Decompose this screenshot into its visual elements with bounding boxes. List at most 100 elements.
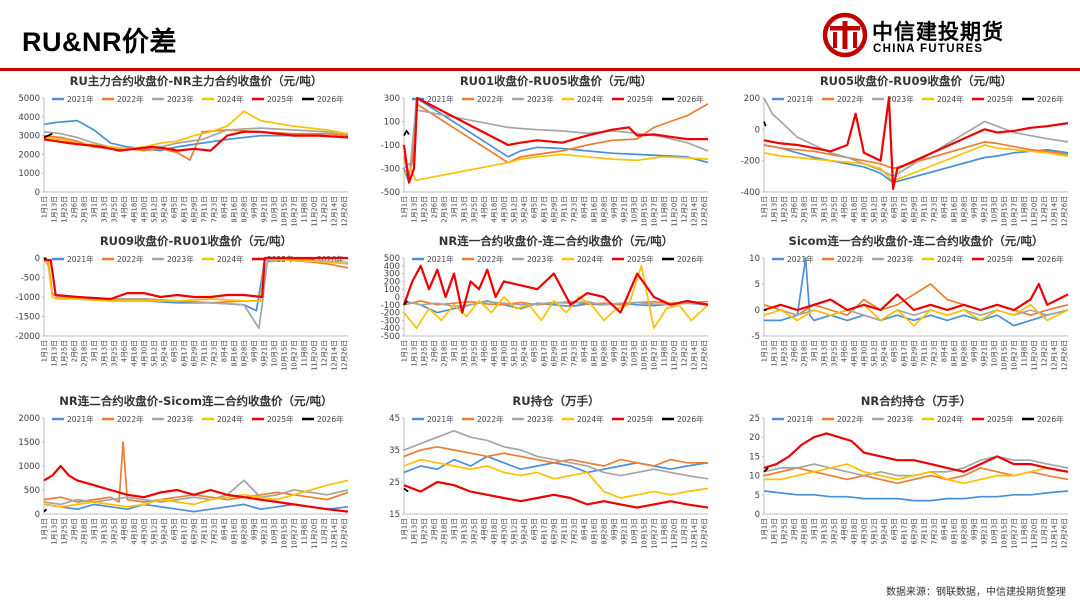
x-tick-label: 7月23日 bbox=[570, 196, 578, 223]
x-tick-label: 2月6日 bbox=[790, 196, 798, 218]
x-tick-label: 3月25日 bbox=[110, 196, 118, 223]
y-tick-label: 3000 bbox=[18, 132, 40, 142]
series-line bbox=[403, 445, 708, 467]
x-tick-label: 6月5日 bbox=[170, 196, 178, 218]
y-tick-label: 45 bbox=[389, 414, 400, 424]
x-tick-label: 12月26日 bbox=[700, 196, 708, 227]
x-tick-label: 12月26日 bbox=[1060, 340, 1068, 371]
x-tick-label: 12月2日 bbox=[680, 518, 688, 545]
x-tick-label: 11月20日 bbox=[310, 196, 318, 227]
x-tick-label: 3月13日 bbox=[820, 196, 828, 223]
x-tick-label: 9月21日 bbox=[620, 340, 628, 367]
x-tick-label: 11月8日 bbox=[660, 518, 668, 545]
y-tick-label: -200 bbox=[381, 309, 400, 319]
y-tick-label: 300 bbox=[384, 270, 400, 280]
x-tick-label: 12月26日 bbox=[700, 340, 708, 371]
x-tick-label: 10月3日 bbox=[630, 340, 638, 367]
y-tick-label: -5 bbox=[752, 332, 760, 342]
y-tick-label: 200 bbox=[744, 94, 760, 104]
series-line bbox=[763, 141, 1069, 170]
series-line bbox=[43, 119, 349, 152]
y-tick-label: 20 bbox=[749, 433, 760, 443]
x-tick-label: 1月1日 bbox=[761, 340, 769, 362]
x-tick-label: 6月29日 bbox=[910, 518, 918, 545]
x-tick-label: 3月13日 bbox=[820, 518, 828, 545]
x-tick-label: 3月1日 bbox=[450, 196, 458, 218]
x-tick-label: 12月14日 bbox=[330, 518, 338, 549]
x-tick-label: 4月6日 bbox=[840, 340, 848, 362]
y-tick-label: 0 bbox=[755, 125, 760, 135]
x-tick-label: 8月28日 bbox=[600, 340, 608, 367]
legend-label: 2024年 bbox=[217, 254, 244, 264]
x-tick-label: 1月1日 bbox=[41, 196, 49, 218]
x-tick-label: 5月24日 bbox=[520, 518, 528, 545]
x-tick-label: 1月13日 bbox=[410, 196, 418, 223]
legend-label: 2025年 bbox=[987, 254, 1014, 264]
chart-sicom-front-spread: Sicom连一合约收盘价-连二合约收盘价（元/吨） -5 0 5 10 1月1日 1月13日… bbox=[749, 234, 1069, 371]
legend-label: 2023年 bbox=[167, 414, 194, 424]
page-title: RU&NR价差 bbox=[22, 27, 177, 57]
x-tick-label: 12月2日 bbox=[680, 340, 688, 367]
x-tick-label: 3月13日 bbox=[460, 340, 468, 367]
x-tick-label: 6月29日 bbox=[910, 196, 918, 223]
x-tick-label: 4月30日 bbox=[860, 196, 868, 223]
x-tick-label: 6月29日 bbox=[910, 340, 918, 367]
x-tick-label: 6月17日 bbox=[900, 196, 908, 223]
y-tick-label: 0 bbox=[395, 293, 400, 303]
x-tick-label: 11月20日 bbox=[1030, 196, 1038, 227]
legend-label: 2024年 bbox=[577, 414, 604, 424]
x-tick-label: 7月11日 bbox=[560, 518, 568, 545]
x-tick-label: 3月25日 bbox=[470, 340, 478, 367]
y-tick-label: -1500 bbox=[15, 313, 40, 323]
x-tick-label: 4月18日 bbox=[850, 196, 858, 223]
x-tick-label: 2月6日 bbox=[70, 518, 78, 540]
x-tick-label: 3月13日 bbox=[820, 340, 828, 367]
x-tick-label: 1月25日 bbox=[780, 196, 788, 223]
x-tick-label: 5月12日 bbox=[870, 518, 878, 545]
chart-ru09-ru01-spread: RU09收盘价-RU01收盘价（元/吨） -2000 -1500 -1000 -500 0… bbox=[15, 234, 348, 371]
chart-title: NR连一合约收盘价-连二合约收盘价（元/吨） bbox=[439, 234, 673, 248]
y-tick-label: -100 bbox=[381, 141, 400, 151]
x-tick-label: 6月17日 bbox=[540, 518, 548, 545]
x-tick-label: 3月1日 bbox=[90, 340, 98, 362]
x-tick-label: 10月27日 bbox=[290, 518, 298, 549]
x-tick-label: 4月18日 bbox=[490, 518, 498, 545]
x-tick-label: 9月9日 bbox=[970, 196, 978, 218]
x-tick-label: 2月6日 bbox=[430, 518, 438, 540]
x-tick-label: 2月6日 bbox=[430, 340, 438, 362]
y-tick-label: 0 bbox=[35, 188, 40, 198]
x-tick-label: 10月27日 bbox=[1010, 196, 1018, 227]
legend-label: 2021年 bbox=[67, 94, 94, 104]
x-tick-label: 3月1日 bbox=[450, 518, 458, 540]
x-tick-label: 2月18日 bbox=[440, 340, 448, 367]
y-tick-label: 500 bbox=[384, 254, 400, 264]
chart-ru05-ru09-spread: RU05收盘价-RU09收盘价（元/吨） -400 -200 0 200 1月1日 1月13… bbox=[741, 74, 1069, 227]
legend-label: 2026年 bbox=[677, 254, 704, 264]
x-tick-label: 6月29日 bbox=[550, 196, 558, 223]
x-tick-label: 6月17日 bbox=[180, 340, 188, 367]
x-tick-label: 7月11日 bbox=[200, 518, 208, 545]
legend-label: 2022年 bbox=[117, 254, 144, 264]
series-line bbox=[43, 479, 349, 508]
series-line bbox=[763, 121, 767, 127]
x-tick-label: 7月11日 bbox=[920, 518, 928, 545]
x-tick-label: 5月12日 bbox=[150, 518, 158, 545]
x-tick-label: 5月12日 bbox=[870, 196, 878, 223]
x-tick-label: 6月5日 bbox=[890, 340, 898, 362]
y-tick-label: -400 bbox=[381, 324, 400, 334]
x-tick-label: 10月15日 bbox=[640, 196, 648, 227]
chart-ru01-ru05-spread: RU01收盘价-RU05收盘价（元/吨） -500 -300 -100 100 300 1月… bbox=[381, 74, 709, 227]
x-tick-label: 6月29日 bbox=[550, 518, 558, 545]
y-tick-label: 1000 bbox=[18, 169, 40, 179]
x-tick-label: 2月18日 bbox=[80, 518, 88, 545]
x-tick-label: 9月21日 bbox=[620, 518, 628, 545]
x-tick-label: 2月6日 bbox=[70, 340, 78, 362]
x-tick-label: 12月14日 bbox=[690, 340, 698, 371]
legend-label: 2023年 bbox=[527, 94, 554, 104]
x-tick-label: 1月13日 bbox=[50, 518, 58, 545]
x-tick-label: 2月6日 bbox=[790, 518, 798, 540]
x-tick-label: 10月3日 bbox=[630, 518, 638, 545]
x-tick-label: 12月14日 bbox=[1050, 518, 1058, 549]
legend-label: 2021年 bbox=[427, 254, 454, 264]
legend-label: 2025年 bbox=[987, 94, 1014, 104]
